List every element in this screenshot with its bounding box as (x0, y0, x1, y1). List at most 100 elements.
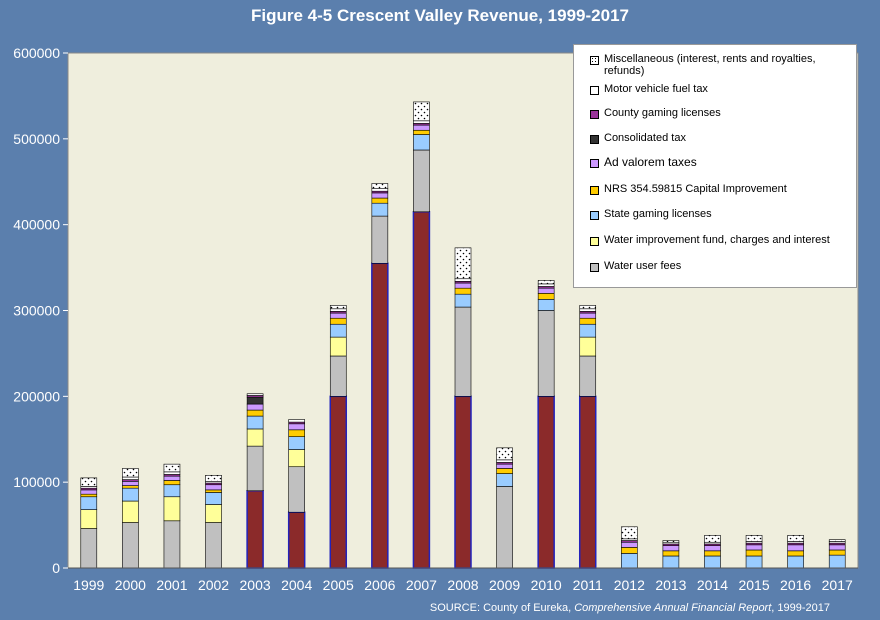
bar-segment-ad-valorem (787, 544, 804, 552)
legend-label: Water improvement fund, charges and inte… (604, 234, 830, 246)
x-tick-label: 2015 (738, 577, 769, 593)
source-note: SOURCE: County of Eureka, Comprehensive … (430, 602, 830, 614)
bar-segment-state-gaming (496, 473, 513, 487)
legend-item: Water improvement fund, charges and inte… (574, 234, 856, 246)
bar-segment-water-improvement (122, 500, 139, 523)
bar-segment-ad-valorem (621, 541, 638, 548)
x-tick-label: 2010 (531, 577, 562, 593)
bar-segment-state-gaming (828, 554, 846, 569)
bar-segment-state-gaming (704, 555, 721, 569)
bar-segment-miscellaneous (454, 247, 472, 280)
bar-segment-ad-valorem (288, 423, 305, 431)
bar-segment-water-improvement (329, 336, 347, 357)
bar-segment-nrs-capital (745, 549, 763, 557)
bar-segment-water-user-fees (454, 306, 472, 397)
bar-segment-water-improvement (80, 509, 98, 529)
y-tick-label: 0 (52, 560, 60, 576)
bar-segment-nrs-capital (288, 429, 305, 437)
x-tick-label: 2016 (780, 577, 811, 593)
x-tick-label: 2008 (447, 577, 478, 593)
bar-segment-ad-valorem (704, 545, 721, 552)
bar-segment-miscellaneous (80, 477, 98, 487)
bar-segment-ad-valorem (163, 475, 181, 481)
bar-segment-water-improvement (205, 504, 222, 523)
bar-segment-state-gaming (537, 299, 555, 311)
bar-segment-water-user-fees (80, 528, 98, 569)
y-tick-label: 100000 (13, 474, 60, 490)
bar-segment-miscellaneous (621, 526, 638, 540)
x-tick-label: 2014 (697, 577, 728, 593)
legend-swatch (590, 135, 599, 144)
bar-segment-base (287, 511, 306, 569)
source-prefix: SOURCE: County of Eureka, (429, 602, 575, 614)
legend-item: Water user fees (574, 260, 856, 272)
legend-swatch (590, 159, 599, 168)
bar-segment-water-user-fees (579, 355, 597, 397)
bar-segment-miscellaneous (371, 183, 389, 189)
bar-segment-base (412, 211, 431, 569)
bar-segment-water-user-fees (122, 522, 139, 569)
legend-item: Motor vehicle fuel tax (574, 83, 856, 95)
x-tick-label: 2001 (156, 577, 187, 593)
bar-segment-state-gaming (454, 293, 472, 308)
bar-segment-motor-vehicle-fuel (413, 120, 430, 124)
x-tick-label: 2003 (240, 577, 271, 593)
bar-segment-base (329, 395, 348, 569)
legend-item: Ad valorem taxes (574, 156, 856, 168)
bar-segment-water-user-fees (496, 486, 513, 569)
x-tick-label: 2007 (406, 577, 437, 593)
y-tick-label: 500000 (13, 131, 60, 147)
x-tick-label: 2011 (573, 577, 603, 593)
bar-segment-water-user-fees (205, 522, 222, 569)
x-axis: 1999 2000 2001 2002 2003 2004 2005 2006 2007 2008… (68, 567, 858, 593)
x-tick-label: 2013 (655, 577, 686, 593)
bar-segment-miscellaneous (537, 280, 555, 285)
legend-item: State gaming licenses (574, 208, 856, 220)
bar-segment-water-improvement (288, 449, 305, 468)
bar-segment-state-gaming (205, 492, 222, 505)
x-tick-label: 1999 (73, 577, 104, 593)
bar-segment-state-gaming (329, 323, 347, 338)
x-tick-label: 2002 (198, 577, 229, 593)
bar-segment-motor-vehicle-fuel (329, 308, 347, 312)
bar-segment-motor-vehicle-fuel (579, 308, 597, 312)
bar-segment-state-gaming (621, 553, 638, 569)
bar-segment-water-user-fees (246, 445, 264, 492)
bar-segment-nrs-capital (122, 485, 139, 489)
bar-segment-state-gaming (80, 496, 98, 510)
legend-label: Motor vehicle fuel tax (604, 83, 708, 95)
bar-segment-nrs-capital (371, 197, 389, 204)
bar-segment-nrs-capital (579, 317, 597, 325)
bar-segment-state-gaming (787, 555, 804, 569)
bar-segment-state-gaming (371, 202, 389, 217)
bar-segment-miscellaneous (496, 447, 513, 461)
bar-segment-miscellaneous (579, 305, 597, 310)
legend-swatch (590, 86, 599, 95)
x-tick-label: 2012 (614, 577, 645, 593)
legend-swatch (590, 56, 599, 65)
bar-segment-state-gaming (122, 487, 139, 502)
bar-segment-state-gaming (246, 415, 264, 430)
bar-segment-state-gaming (288, 436, 305, 450)
legend-label: State gaming licenses (604, 208, 712, 220)
bar-segment-motor-vehicle-fuel (454, 278, 472, 282)
bar-segment-nrs-capital (80, 493, 98, 498)
bar-segment-motor-vehicle-fuel (537, 283, 555, 287)
bar-segment-motor-vehicle-fuel (246, 393, 264, 396)
legend-swatch (590, 110, 599, 119)
legend-label: Ad valorem taxes (604, 155, 697, 169)
bar-segment-ad-valorem (662, 545, 680, 552)
bar-segment-nrs-capital (163, 480, 181, 486)
bar-segment-miscellaneous (662, 540, 680, 543)
x-tick-label: 2000 (115, 577, 146, 593)
bar-segment-miscellaneous (163, 463, 181, 473)
bar-segment-motor-vehicle-fuel (496, 459, 513, 463)
x-tick-label: 2017 (822, 577, 853, 593)
legend-label: NRS 354.59815 Capital Improvement (604, 183, 787, 195)
legend-swatch (590, 211, 599, 220)
bar-segment-state-gaming (662, 555, 680, 569)
y-axis: 0 100000 200000 300000 400000 500000 600000 (13, 45, 68, 576)
legend-swatch (590, 237, 599, 246)
legend-label: Water user fees (604, 260, 682, 272)
bar-segment-ad-valorem (246, 403, 264, 411)
